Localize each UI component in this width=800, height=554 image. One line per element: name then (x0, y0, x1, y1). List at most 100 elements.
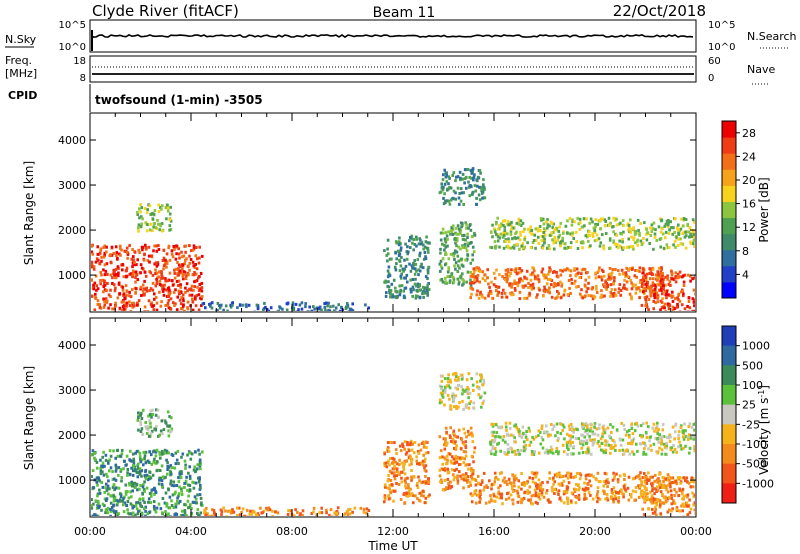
scatter-cell (384, 497, 387, 501)
scatter-cell (507, 477, 511, 481)
scatter-cell (466, 480, 469, 484)
scatter-cell (336, 506, 340, 510)
scatter-cell (391, 295, 395, 299)
scatter-cell (646, 231, 649, 235)
scatter-cell (332, 304, 335, 308)
scatter-cell (154, 510, 158, 514)
scatter-cell (582, 217, 586, 221)
scatter-cell (220, 510, 224, 514)
scatter-cell (205, 506, 208, 510)
scatter-cell (114, 478, 118, 482)
scatter-cell (465, 463, 469, 467)
scatter-cell (517, 450, 520, 454)
scatter-cell (445, 486, 448, 490)
scatter-cell (417, 268, 420, 272)
scatter-cell (483, 273, 487, 277)
scatter-cell (460, 438, 464, 442)
scatter-cell (405, 459, 409, 463)
scatter-cell (566, 267, 569, 271)
colorbar-tick-label: 20 (742, 174, 756, 187)
y-tick-label: 1000 (58, 269, 86, 282)
scatter-cell (195, 279, 199, 283)
scatter-cell (304, 302, 307, 306)
scatter-cell (133, 261, 136, 264)
scatter-cell (467, 185, 471, 189)
scatter-cell (456, 277, 460, 281)
scatter-cell (177, 279, 181, 283)
scatter-cell (444, 426, 448, 430)
scatter-cell (605, 492, 609, 496)
scatter-cell (139, 271, 142, 275)
scatter-cell (137, 299, 141, 303)
scatter-cell (141, 492, 144, 496)
scatter-cell (144, 468, 148, 472)
scatter-cell (645, 227, 648, 231)
scatter-cell (602, 480, 606, 484)
scatter-cell (529, 498, 533, 502)
scatter-cell (619, 289, 623, 292)
scatter-cell (184, 290, 187, 294)
scatter-cell (110, 245, 114, 249)
scatter-cell (552, 424, 556, 428)
scatter-cell (312, 510, 315, 514)
scatter-cell (688, 422, 692, 426)
scatter-cell (682, 217, 686, 220)
scatter-cell (584, 486, 588, 490)
scatter-cell (505, 222, 509, 226)
scatter-cell (416, 258, 420, 262)
scatter-cell (572, 430, 575, 434)
scatter-cell (622, 472, 626, 476)
scatter-cell (541, 438, 545, 442)
scatter-cell (551, 238, 554, 242)
scatter-cell (681, 303, 684, 307)
scatter-cell (545, 276, 548, 280)
scatter-cell (638, 266, 642, 270)
scatter-cell (572, 428, 576, 432)
scatter-cell (391, 456, 394, 460)
scatter-cell (151, 408, 154, 412)
scatter-cell (457, 232, 460, 236)
scatter-cell (115, 251, 119, 255)
scatter-cell (663, 442, 666, 446)
scatter-cell (141, 485, 145, 489)
scatter-cell (681, 490, 684, 494)
scatter-cell (693, 449, 695, 453)
scatter-cell (621, 438, 625, 442)
scatter-cell (542, 222, 546, 226)
scatter-cell (103, 279, 106, 283)
scatter-cell (416, 481, 419, 485)
scatter-cell (588, 434, 591, 438)
scatter-cell (113, 495, 117, 499)
scatter-cell (91, 278, 93, 282)
scatter-cell (113, 273, 116, 277)
scatter-cell (174, 490, 177, 494)
scatter-cell (543, 290, 547, 294)
scatter-cell (439, 231, 443, 235)
scatter-cell (167, 465, 171, 469)
scatter-cell (510, 293, 513, 297)
scatter-cell (395, 452, 398, 455)
scatter-cell (386, 275, 390, 279)
scatter-cell (180, 470, 183, 474)
scatter-cell (632, 227, 635, 231)
scatter-cell (386, 238, 390, 242)
scatter-cell (591, 235, 595, 238)
scatter-cell (139, 287, 142, 291)
scatter-cell (338, 309, 342, 311)
scatter-cell (91, 453, 93, 457)
scatter-cell (581, 225, 585, 229)
scatter-cell (664, 230, 668, 234)
scatter-cell (413, 272, 417, 276)
scatter-cell (91, 469, 95, 473)
scatter-cell (559, 422, 563, 426)
scatter-cell (647, 471, 650, 475)
scatter-cell (634, 486, 638, 489)
scatter-cell (660, 285, 663, 288)
colorbar-tick-label: 28 (742, 127, 756, 140)
scatter-cell (543, 241, 546, 245)
scatter-cell (439, 247, 442, 251)
scatter-cell (476, 493, 480, 497)
scatter-cell (191, 260, 195, 264)
scatter-cell (574, 274, 577, 278)
scatter-cell (153, 449, 156, 453)
